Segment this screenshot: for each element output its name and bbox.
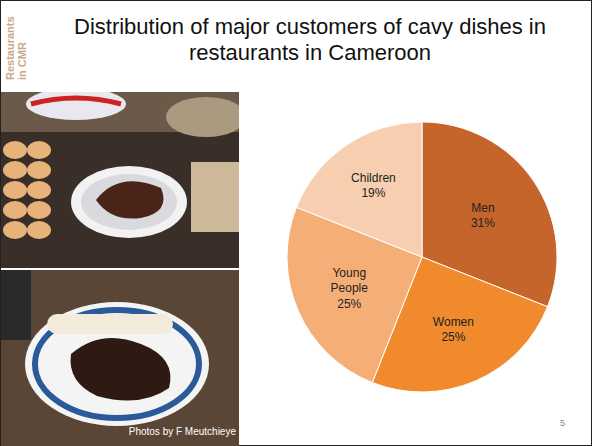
svg-text:Women25%: Women25% — [433, 315, 474, 345]
svg-text:Men31%: Men31% — [471, 201, 495, 231]
html-text:5: 5 — [560, 418, 565, 428]
html-text:Distribution of major customer: Distribution of major customers of cavy … — [74, 14, 546, 65]
html-text:Photos by F Meutchieye: Photos by F Meutchieye — [128, 426, 236, 437]
svg-text:Children19%: Children19% — [351, 171, 396, 201]
html-text:Restaurants in CMR: Restaurants in CMR — [4, 16, 28, 80]
svg-text:YoungPeople25%: YoungPeople25% — [331, 266, 369, 311]
